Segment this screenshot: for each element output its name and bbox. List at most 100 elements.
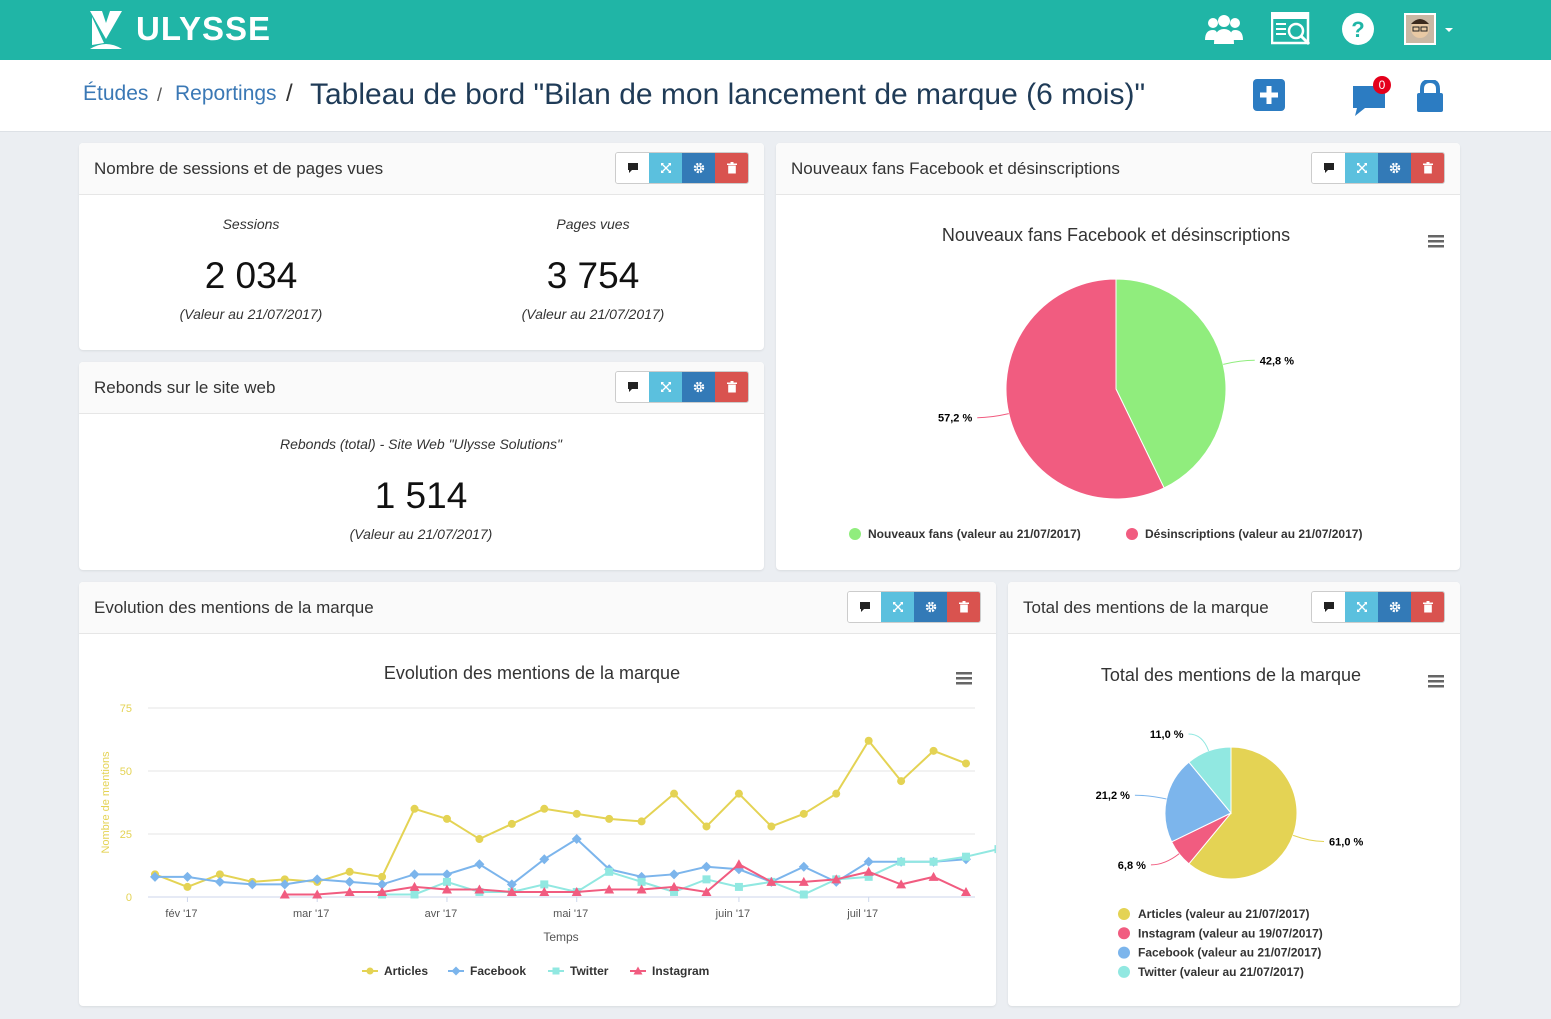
icon xyxy=(1323,602,1334,612)
data-point xyxy=(734,789,743,798)
data-label: 21,2 % xyxy=(1096,790,1130,802)
delete-button[interactable] xyxy=(1411,592,1444,622)
data-point xyxy=(831,874,842,884)
messages-button[interactable] xyxy=(1351,74,1399,118)
lock-button[interactable] xyxy=(1416,80,1446,114)
widget-panel: Rebonds sur le site web Rebonds (total) … xyxy=(79,362,764,570)
data-point xyxy=(507,819,516,828)
data-point xyxy=(637,877,646,886)
panel-title: Total des mentions de la marque xyxy=(1023,598,1269,617)
label-connector xyxy=(1134,794,1167,800)
chart-menu-icon xyxy=(1428,245,1444,248)
expand-button[interactable] xyxy=(649,153,682,183)
settings-button[interactable] xyxy=(1378,592,1411,622)
legend-label: Facebook (valeur au 21/07/2017) xyxy=(1138,946,1321,960)
label-connector xyxy=(977,413,1009,419)
settings-button[interactable] xyxy=(682,153,715,183)
settings-button[interactable] xyxy=(914,592,947,622)
panel-title: Nombre de sessions et de pages vues xyxy=(94,159,384,178)
data-point xyxy=(572,809,581,818)
expand-button[interactable] xyxy=(881,592,914,622)
help-icon[interactable]: ? xyxy=(1341,12,1375,46)
comment-button[interactable] xyxy=(616,153,649,183)
panel-title: Evolution des mentions de la marque xyxy=(94,598,374,617)
data-point xyxy=(344,876,355,887)
data-label: 61,0 % xyxy=(1329,836,1363,848)
settings-button[interactable] xyxy=(1378,153,1411,183)
icon xyxy=(859,602,870,612)
brand[interactable]: ULYSSE xyxy=(136,10,272,47)
line-chart: Evolution des mentions de la marque 0 25 50… xyxy=(100,663,996,978)
data-point xyxy=(798,861,809,872)
chart-title: Nouveaux fans Facebook et désinscription… xyxy=(942,225,1290,245)
chart-menu-icon xyxy=(1428,675,1444,678)
delete-button[interactable] xyxy=(947,592,980,622)
data-point xyxy=(962,852,970,861)
data-point xyxy=(701,861,712,872)
data-point xyxy=(441,884,452,894)
users-icon[interactable] xyxy=(1205,12,1243,46)
data-point xyxy=(733,859,744,869)
data-point xyxy=(702,875,711,884)
data-point xyxy=(864,872,873,881)
breadcrumb-bar: Études / Reportings / Tableau de bord "B… xyxy=(0,60,1551,132)
delete-button[interactable] xyxy=(715,153,748,183)
legend-marker xyxy=(849,528,861,540)
legend-marker xyxy=(1126,528,1138,540)
chart-menu-icon xyxy=(956,682,972,685)
data-point xyxy=(475,835,484,844)
pie-chart: Total des mentions de la marque 61,0 % 6,8… xyxy=(1096,665,1444,979)
delete-button[interactable] xyxy=(1411,153,1444,183)
data-point xyxy=(410,804,419,813)
user-avatar[interactable] xyxy=(1403,12,1455,46)
icon xyxy=(925,601,936,613)
legend-label: Articles (valeur au 21/07/2017) xyxy=(1138,907,1309,921)
data-point xyxy=(312,889,323,899)
data-point xyxy=(474,884,485,894)
comment-button[interactable] xyxy=(616,372,649,402)
expand-button[interactable] xyxy=(1345,592,1378,622)
data-point xyxy=(928,871,939,881)
legend-label: Instagram xyxy=(652,964,709,978)
data-point xyxy=(441,869,452,880)
icon xyxy=(627,163,638,173)
report-icon[interactable] xyxy=(1271,12,1313,48)
breadcrumb-link[interactable]: Études xyxy=(83,82,149,105)
label-connector xyxy=(1223,359,1255,365)
comment-button[interactable] xyxy=(848,592,881,622)
data-point xyxy=(636,884,647,894)
x-axis-title: Temps xyxy=(543,930,578,944)
comment-button[interactable] xyxy=(1312,592,1345,622)
panel-toolbar xyxy=(1311,591,1445,623)
label-connector xyxy=(1188,733,1210,752)
comment-button[interactable] xyxy=(1312,153,1345,183)
data-point xyxy=(896,879,907,889)
expand-button[interactable] xyxy=(1345,153,1378,183)
breadcrumb-link[interactable]: Reportings xyxy=(175,82,277,105)
chart-title: Evolution des mentions de la marque xyxy=(384,663,680,683)
panel-toolbar xyxy=(615,371,749,403)
panel-header: Evolution des mentions de la marque xyxy=(79,582,996,634)
expand-button[interactable] xyxy=(649,372,682,402)
delete-button[interactable] xyxy=(715,372,748,402)
kpi-note: (Valeur au 21/07/2017) xyxy=(521,306,665,322)
y-axis-title: Nombre de mentions xyxy=(100,751,112,854)
pie-slice xyxy=(1164,761,1232,843)
add-button[interactable] xyxy=(1253,79,1287,113)
icon xyxy=(1422,162,1433,174)
widget-panel: Nouveaux fans Facebook et désinscription… xyxy=(776,143,1460,570)
settings-button[interactable] xyxy=(682,372,715,402)
icon xyxy=(660,382,671,392)
data-point xyxy=(539,854,550,865)
data-point xyxy=(182,871,193,882)
data-point xyxy=(377,879,388,890)
data-point xyxy=(410,890,419,899)
data-point xyxy=(701,886,712,896)
data-point xyxy=(962,759,970,768)
data-point xyxy=(863,856,874,867)
y-tick-label: 25 xyxy=(120,829,132,841)
breadcrumb-separator: / xyxy=(286,80,293,107)
data-point xyxy=(929,857,938,866)
data-label: 6,8 % xyxy=(1118,860,1146,872)
logo[interactable] xyxy=(88,9,124,51)
